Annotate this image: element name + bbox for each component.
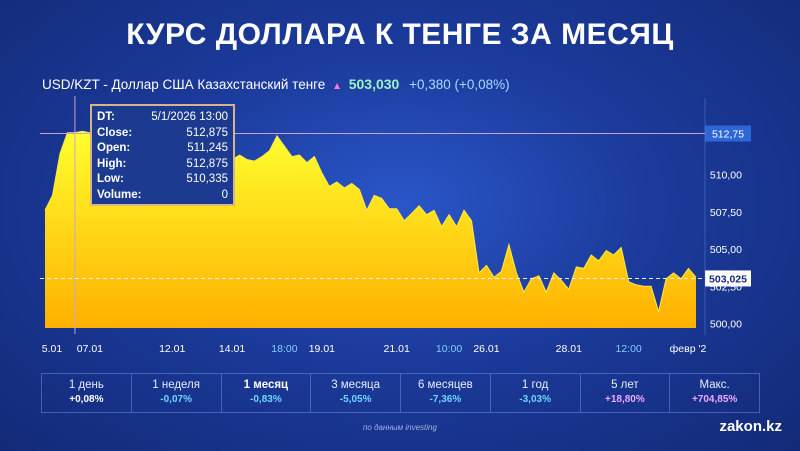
tooltip-value: 511,245	[187, 142, 228, 155]
tooltip-key: DT:	[97, 111, 115, 123]
y-tick-label: 510,00	[710, 170, 742, 182]
tooltip-row: DT: 5/1/2026 13:00	[97, 110, 228, 126]
tooltip-key: High:	[97, 157, 127, 170]
period-option[interactable]: 1 неделя -0,07%	[132, 374, 222, 412]
crosshair-price-label: 512,75	[712, 129, 744, 141]
period-label: 1 год	[521, 379, 549, 391]
tooltip-row: Open: 511,245	[97, 141, 228, 157]
period-option[interactable]: 5 лет +18,80%	[581, 374, 671, 412]
last-price-label: 503,025	[709, 273, 747, 285]
tooltip-key: Volume:	[97, 188, 142, 201]
period-option[interactable]: 3 месяца -5,05%	[311, 374, 401, 412]
period-label: 1 неделя	[152, 379, 200, 391]
page-title: КУРС ДОЛЛАРА К ТЕНГЕ ЗА МЕСЯЦ	[126, 18, 674, 51]
period-option[interactable]: Макс. +704,85%	[670, 374, 759, 412]
tooltip-row: Volume: 0	[97, 188, 228, 204]
tooltip-row: Low: 510,335	[97, 172, 228, 188]
ohlc-tooltip: DT: 5/1/2026 13:00 Close: 512,875 Open: 511,2…	[90, 104, 235, 206]
tooltip-value: 0	[221, 188, 228, 201]
period-selector: 1 день +0,08% 1 неделя -0,07% 1 месяц -0,83% 3…	[41, 373, 760, 413]
period-option[interactable]: 6 месяцев -7,36%	[401, 374, 491, 412]
x-tick-label: 12.01	[159, 343, 185, 355]
period-change: +18,80%	[604, 394, 645, 405]
brand-logo: zakon.kz	[719, 418, 782, 435]
tooltip-key: Close:	[97, 126, 133, 139]
tooltip-key: Low:	[97, 173, 124, 186]
x-tick-label: 18:00	[271, 343, 297, 355]
period-change: -0,83%	[250, 394, 282, 405]
tooltip-key: Open:	[97, 142, 131, 155]
x-tick-label: 5.01	[42, 343, 63, 355]
period-label: 5 лет	[611, 379, 639, 391]
instrument-quote: USD/KZT - Доллар США Казахстанский тенге…	[42, 76, 510, 92]
tooltip-value: 5/1/2026 13:00	[151, 111, 228, 123]
tooltip-value: 512,875	[186, 126, 228, 139]
period-option[interactable]: 1 год -3,03%	[491, 374, 581, 412]
period-label: 3 месяца	[331, 379, 381, 391]
y-tick-label: 507,50	[710, 207, 742, 219]
last-price-tag	[705, 270, 751, 287]
x-tick-label: 12:00	[616, 343, 642, 355]
tooltip-row: Close: 512,875	[97, 126, 228, 142]
x-tick-label: 21.01	[384, 343, 410, 355]
tooltip-row: High: 512,875	[97, 157, 228, 173]
x-tick-label: 14.01	[219, 343, 245, 355]
period-option[interactable]: 1 месяц -0,83%	[222, 374, 312, 412]
current-price: 503,030	[348, 76, 400, 92]
period-change: -7,36%	[429, 394, 462, 405]
period-option[interactable]: 1 день +0,08%	[42, 374, 132, 412]
period-label: 6 месяцев	[417, 379, 473, 391]
tooltip-value: 512,875	[186, 157, 228, 170]
crosshair-price-tag	[705, 125, 751, 142]
x-tick-label: 10:00	[436, 343, 462, 355]
period-label: Макс.	[699, 379, 730, 391]
x-tick-label: 26.01	[473, 343, 499, 355]
period-change: +704,85%	[691, 394, 738, 405]
x-tick-label: 07.01	[77, 343, 103, 355]
y-tick-label: 505,00	[710, 244, 742, 256]
period-label: 1 день	[68, 379, 104, 391]
x-tick-label: 28.01	[556, 343, 582, 355]
tooltip-value: 510,335	[186, 173, 228, 186]
instrument-name: USD/KZT - Доллар США Казахстанский тенге	[42, 77, 326, 92]
period-change: +0,08%	[69, 394, 104, 405]
period-change: -3,03%	[519, 394, 551, 405]
period-label: 1 месяц	[243, 379, 289, 391]
y-tick-label: 500,00	[710, 319, 742, 331]
source-note: по данным investing	[363, 423, 437, 432]
x-tick-label: 19.01	[309, 343, 335, 355]
x-tick-label: февр '2	[670, 343, 707, 355]
period-change: -0,07%	[160, 394, 192, 405]
price-change: +0,380 (+0,08%)	[409, 77, 510, 92]
period-change: -5,05%	[339, 394, 372, 405]
triangle-up-icon: ▲	[332, 81, 342, 92]
